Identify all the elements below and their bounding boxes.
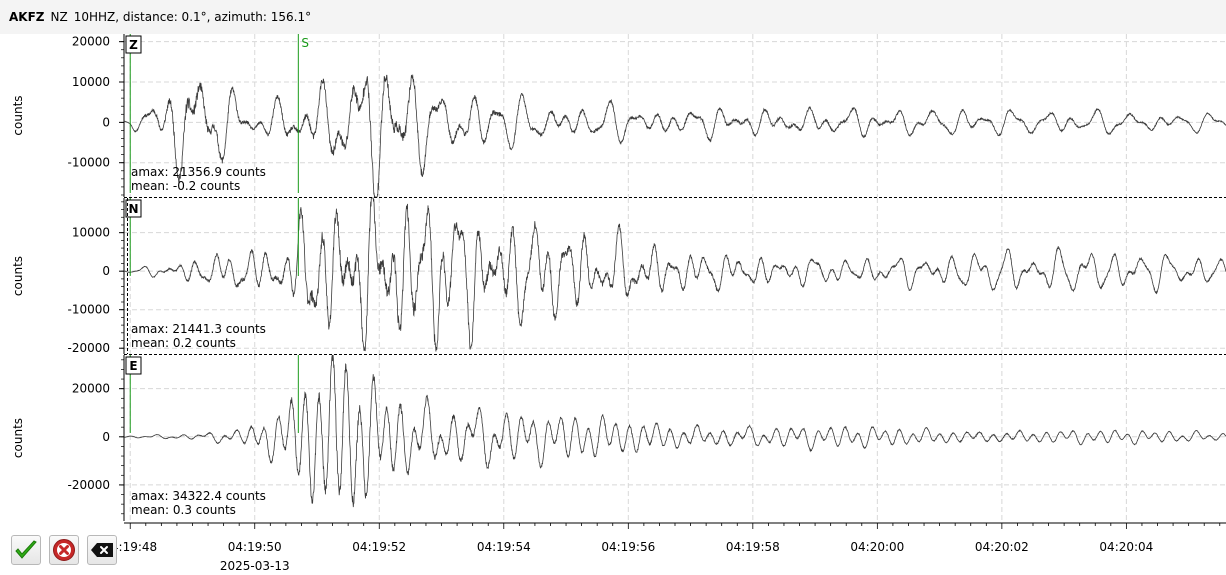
y-tick-label: 0 [102,430,110,444]
time-tick-label: 04:20:02 [975,540,1029,554]
waveform-trace [123,197,1226,352]
delete-key-icon [91,543,113,557]
clear-picks-button[interactable] [87,535,117,565]
y-axis-label: counts [11,95,25,135]
waveform-trace [124,354,1226,508]
component-label: E [129,359,137,373]
accept-button[interactable] [11,535,41,565]
time-tick-label: 04:19:50 [228,540,282,554]
panel-z: -1000001000020000countsPSZamax: 21356.9 … [11,34,1226,198]
time-tick-label: 04:20:00 [850,540,904,554]
network-code: NZ [50,10,68,24]
component-box [125,356,142,375]
y-tick-label: -20000 [67,478,110,492]
y-tick-label: -10000 [67,156,110,170]
date-label: 2025-03-13 [220,559,290,573]
checkmark-icon [15,540,37,559]
amax-label: amax: 21441.3 counts [131,322,266,336]
time-tick-label: 04:19:54 [477,540,531,554]
y-axis-label: counts [11,418,25,458]
station-code: AKFZ [9,10,45,24]
mean-label: mean: -0.2 counts [131,179,240,193]
mean-label: mean: 0.2 counts [131,336,236,350]
title-bar: AKFZ NZ 10HHZ, distance: 0.1°, azimuth: 15… [0,0,1226,34]
component-box [125,199,142,218]
time-tick-label: 04:19:58 [726,540,780,554]
y-tick-label: 20000 [72,382,110,396]
y-tick-label: 0 [102,264,110,278]
y-tick-label: -20000 [67,341,110,355]
waveform-trace [123,74,1226,198]
red-x-circle-icon [53,539,75,561]
channel-info: 10HHZ, distance: 0.1°, azimuth: 156.1° [73,10,312,24]
amax-label: amax: 21356.9 counts [131,165,266,179]
y-tick-label: 20000 [72,35,110,49]
mean-label: mean: 0.3 counts [131,503,236,517]
y-tick-label: -10000 [67,303,110,317]
amax-label: amax: 34322.4 counts [131,489,266,503]
time-tick-label: 04:19:52 [352,540,406,554]
trace-title: AKFZ NZ 10HHZ, distance: 0.1°, azimuth: 15… [9,10,311,24]
component-label: Z [129,38,138,52]
y-axis-label: counts [11,256,25,296]
time-tick-label: 04:19:56 [601,540,655,554]
pick-label-s: S [301,36,309,50]
reject-button[interactable] [49,535,79,565]
time-tick-label: 04:20:04 [1099,540,1153,554]
y-tick-label: 10000 [72,226,110,240]
component-label: N [128,202,138,216]
component-box [125,35,142,54]
y-tick-label: 10000 [72,75,110,89]
y-tick-label: 0 [102,115,110,129]
